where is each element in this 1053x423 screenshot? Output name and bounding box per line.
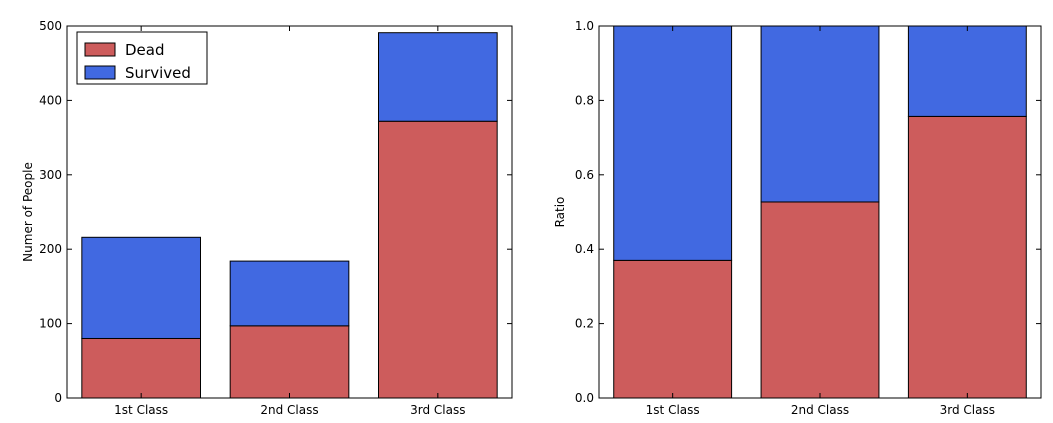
axes-frame — [66, 25, 513, 399]
bar-dead-3 — [378, 120, 498, 399]
legend-swatch-survived — [84, 65, 116, 80]
bar-survived-2 — [229, 260, 350, 327]
x-tick-label: 1st Class — [646, 403, 700, 417]
chart-panel-2: 1st Class 2nd Class 3rd Class 0.0 0.2 0.4 0.6 0… — [553, 19, 1042, 417]
y-tick-label: 0.8 — [575, 93, 594, 107]
bar-survived-1 — [81, 236, 201, 339]
bar-survived-2 — [760, 25, 880, 203]
y-tick-label: 1.0 — [575, 19, 594, 33]
axes-frame — [598, 25, 1042, 399]
y-tick-label: 100 — [39, 317, 62, 331]
bar-dead-3 — [907, 115, 1027, 399]
y-tick-label: 0.6 — [575, 168, 594, 182]
bar-dead-1 — [613, 259, 733, 399]
legend-label-survived: Survived — [125, 64, 191, 82]
y-tick-label: 0 — [54, 391, 62, 405]
x-tick-label: 2nd Class — [791, 403, 849, 417]
x-tick-label: 2nd Class — [260, 403, 318, 417]
y-axis-label: Ratio — [553, 197, 567, 228]
bar-survived-1 — [613, 25, 733, 261]
y-tick-label: 200 — [39, 242, 62, 256]
bar-dead-1 — [81, 337, 201, 399]
bar-survived-3 — [907, 25, 1027, 117]
y-axis-label: Numer of People — [21, 162, 35, 262]
y-tick-label: 0.4 — [575, 242, 594, 256]
x-tick-label: 3rd Class — [410, 403, 465, 417]
y-tick-label: 400 — [39, 93, 62, 107]
bar-dead-2 — [760, 201, 880, 399]
y-tick-label: 500 — [39, 19, 62, 33]
x-tick-label: 1st Class — [114, 403, 168, 417]
x-tick-label: 3rd Class — [940, 403, 995, 417]
chart-panel-1: 1st Class 2nd Class 3rd Class 0 100 200 300 400… — [21, 19, 513, 417]
y-tick-label: 0.0 — [575, 391, 594, 405]
legend-swatch-dead — [84, 42, 116, 57]
legend-label-dead: Dead — [125, 41, 165, 59]
y-tick-label: 300 — [39, 168, 62, 182]
bar-survived-3 — [378, 32, 498, 122]
y-tick-label: 0.2 — [575, 317, 594, 331]
legend: Dead Survived — [76, 31, 208, 85]
bar-dead-2 — [229, 325, 350, 399]
